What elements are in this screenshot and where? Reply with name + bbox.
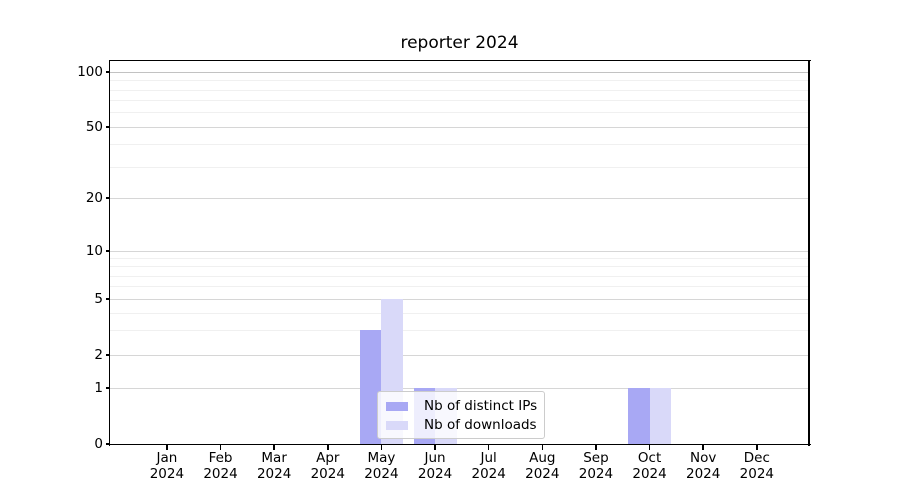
gridline-minor-8 <box>110 266 809 267</box>
axis-spine-right <box>808 59 810 446</box>
y-tick-label-5: 5 <box>94 291 103 307</box>
bar-distinct-ips-may <box>359 330 382 444</box>
y-tick-mark-1 <box>105 387 110 389</box>
gridline-major-1 <box>110 388 809 389</box>
axis-spine-left <box>108 59 110 446</box>
x-tick-label-nov: Nov 2024 <box>686 450 721 482</box>
gridline-major-100 <box>110 72 809 73</box>
gridline-minor-3 <box>110 330 809 331</box>
y-tick-mark-0 <box>105 443 110 445</box>
x-tick-label-may: May 2024 <box>364 450 399 482</box>
y-tick-label-10: 10 <box>85 243 103 259</box>
y-tick-mark-2 <box>105 354 110 356</box>
legend-label-distinct-ips: Nb of distinct IPs <box>424 398 538 414</box>
y-tick-label-100: 100 <box>77 64 103 80</box>
x-tick-mark-jul <box>487 445 490 450</box>
x-tick-mark-may <box>380 445 383 450</box>
legend: Nb of distinct IPs Nb of downloads <box>377 391 545 439</box>
x-tick-label-apr: Apr 2024 <box>310 450 345 482</box>
x-tick-mark-jan <box>166 445 168 450</box>
y-tick-mark-100 <box>105 71 110 73</box>
x-tick-mark-dec <box>756 445 758 450</box>
plot-area <box>110 61 809 444</box>
x-tick-mark-nov <box>702 445 704 450</box>
axis-spine-bottom <box>108 443 811 446</box>
x-tick-label-sep: Sep 2024 <box>578 450 614 482</box>
gridline-minor-70 <box>110 100 809 101</box>
legend-swatch-distinct-ips <box>386 402 408 411</box>
axis-spine-top <box>108 59 811 61</box>
x-tick-label-oct: Oct 2024 <box>632 450 667 482</box>
gridline-minor-40 <box>110 144 809 145</box>
legend-swatch-downloads <box>386 421 408 430</box>
x-tick-mark-apr <box>327 445 329 450</box>
gridline-major-10 <box>110 251 809 252</box>
gridline-minor-9 <box>110 258 809 259</box>
x-tick-label-jun: Jun 2024 <box>417 450 453 482</box>
gridline-major-50 <box>110 127 809 128</box>
gridline-major-20 <box>110 198 809 199</box>
x-tick-mark-aug <box>541 445 544 450</box>
gridline-minor-4 <box>110 313 809 314</box>
y-tick-mark-50 <box>105 126 110 128</box>
y-tick-label-20: 20 <box>85 190 103 206</box>
y-tick-label-0: 0 <box>94 436 103 452</box>
x-tick-mark-feb <box>219 445 222 450</box>
x-tick-label-jan: Jan 2024 <box>149 450 185 482</box>
gridline-minor-90 <box>110 80 809 81</box>
gridline-minor-6 <box>110 286 809 287</box>
x-tick-mark-mar <box>273 445 275 450</box>
legend-row-distinct-ips: Nb of distinct IPs <box>386 397 538 416</box>
bar-distinct-ips-oct <box>628 388 650 444</box>
y-tick-mark-20 <box>105 197 110 199</box>
gridline-minor-7 <box>110 276 809 277</box>
x-tick-label-aug: Aug 2024 <box>525 450 560 482</box>
x-tick-label-feb: Feb 2024 <box>203 450 238 482</box>
chart-title: reporter 2024 <box>400 33 519 53</box>
gridline-minor-60 <box>110 112 809 113</box>
gridline-minor-30 <box>110 167 809 168</box>
x-tick-label-mar: Mar 2024 <box>256 450 292 482</box>
gridline-major-5 <box>110 299 809 300</box>
y-tick-label-2: 2 <box>94 347 103 363</box>
bar-downloads-oct <box>649 388 672 444</box>
gridline-minor-80 <box>110 90 809 91</box>
legend-row-downloads: Nb of downloads <box>386 416 538 435</box>
y-tick-label-50: 50 <box>85 119 103 135</box>
y-tick-label-1: 1 <box>94 380 103 396</box>
x-tick-label-dec: Dec 2024 <box>739 450 774 482</box>
legend-label-downloads: Nb of downloads <box>424 417 537 433</box>
gridline-major-2 <box>110 355 809 356</box>
y-tick-mark-10 <box>105 250 110 252</box>
y-tick-mark-5 <box>105 298 110 300</box>
x-tick-mark-jun <box>434 445 436 450</box>
x-tick-label-jul: Jul 2024 <box>471 450 506 482</box>
x-tick-mark-oct <box>648 445 651 450</box>
x-tick-mark-sep <box>595 445 597 450</box>
